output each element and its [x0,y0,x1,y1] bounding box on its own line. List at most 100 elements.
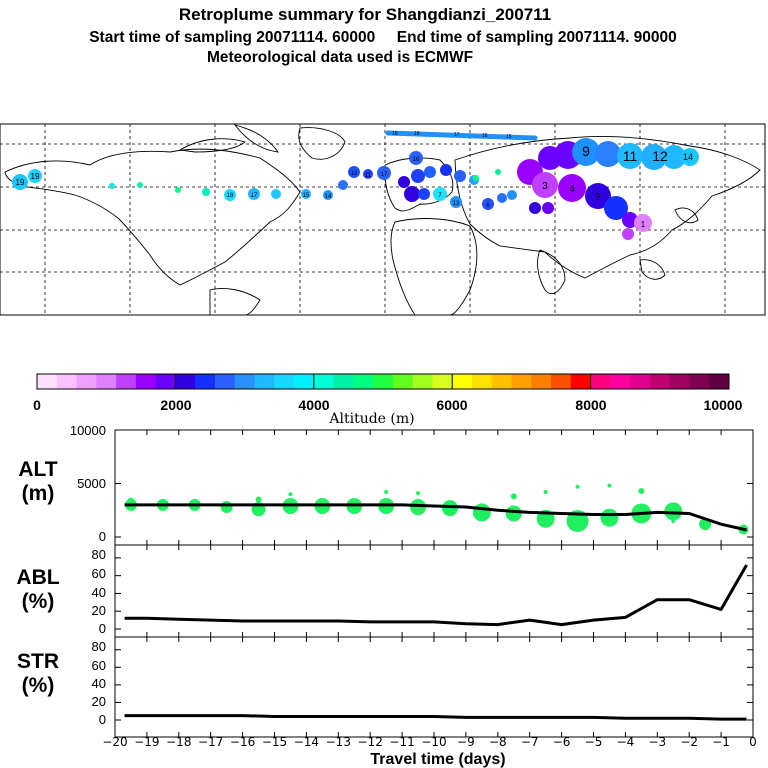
panels-frame [114,429,754,738]
plume-day-label: 17 [251,193,258,199]
colorbar-cell [709,374,730,389]
alt-cluster-point [127,497,134,504]
colorbar-frame [36,373,730,390]
plume-day-label: 3 [542,181,548,192]
plume-marker [202,188,210,196]
map-panel: 19 18 17 16 15 [0,123,766,316]
alt-series-line [124,503,747,532]
plume-marker [248,188,260,200]
colorbar-cell [471,374,493,389]
plume-marker [323,190,333,200]
abl-ytick: 40 [92,585,106,600]
alt-cluster-points [124,483,749,535]
str-ytick: 0 [99,712,106,727]
plume-marker [28,169,42,183]
str-ytick: 40 [92,676,106,691]
colorbar-cell [373,374,394,389]
plume-marker [495,169,501,175]
abl-yticks: 80 60 40 20 0 [92,547,106,636]
x-tick-label: −7 [521,735,539,749]
alt-cluster-point [384,490,389,495]
plume-marker [473,175,479,181]
colorbar-cell [531,374,552,389]
plume-marker [137,182,143,188]
plume-day-label: 9 [582,143,590,159]
alt-cluster-point [510,493,517,500]
plume-marker [572,138,600,166]
plume-marker [224,189,236,201]
colorbar-cell [116,374,137,389]
abl-panel-label: ABL [16,566,59,589]
x-tick-label: −19 [134,735,159,749]
colorbar-cell [630,374,651,389]
plume-day-label: 14 [683,152,693,162]
abl-ytick: 0 [99,621,106,636]
plume-marker [681,148,699,166]
plume-day-label: 18 [227,193,234,199]
plume-marker [454,170,466,182]
colorbar-tick: 2000 [160,397,191,413]
colorbar-cell [649,374,670,389]
plume-day-label: 7 [438,193,442,199]
colorbar-cell [76,374,97,389]
plume-marker [622,228,634,240]
alt-ytick: 0 [99,529,106,544]
plume-marker [617,143,643,169]
colorbar-tick: 0 [33,397,41,413]
plume-marker [109,183,115,189]
alt-cluster-point [288,492,293,497]
colorbar-tick: 8000 [575,397,606,413]
plume-marker [641,144,667,170]
colorbar-cell [214,374,236,389]
plume-marker [604,196,628,220]
x-axis-label: Travel time (days) [370,751,505,768]
colorbar-cell [175,374,196,389]
x-tick-label: −20 [102,735,127,749]
plume-marker [348,166,360,178]
alt-cluster-point [671,518,676,523]
plume-marker [529,202,541,214]
plume-day-label: 15 [303,193,310,199]
colorbar-cell [432,374,453,389]
alt-cluster-point [416,491,421,496]
plume-day-label: 19 [31,172,40,181]
str-yticks: 80 60 40 20 0 [92,639,106,727]
colorbar-cell [392,374,413,389]
colorbar-cell [254,374,275,389]
x-tick-label: −4 [617,735,635,749]
plume-marker [662,145,686,169]
plume-day-label: 4 [569,184,575,195]
x-tick-label: −1 [712,735,730,749]
series-lines [124,503,748,721]
colorbar-cell [333,374,354,389]
alt-panel-label: ALT [18,458,57,481]
colorbar-tick: 10000 [704,397,743,413]
colorbar-label: Altitude (m) [328,411,414,427]
colorbar-cell [570,374,591,389]
plume-marker [542,202,554,214]
colorbar-cell [412,374,433,389]
colorbar-cell [551,374,572,389]
str-series-line [124,714,747,721]
alt-cluster-point [600,508,619,527]
plume-day-label: 11 [623,148,638,164]
plume-day-label: 14 [325,194,332,200]
colorbar-cell [195,374,216,389]
plume-marker [558,174,586,202]
colorbar-cell [669,374,690,389]
plume-marker [634,214,652,232]
meteo-source: Meteorological data used is ECMWF [207,49,473,66]
trajectory-streak: 19 18 17 16 15 [385,130,538,141]
streak-label: 18 [414,131,420,137]
streak-label: 19 [392,131,398,137]
plume-marker [12,174,28,190]
alt-cluster-point [472,503,491,522]
colorbar-cell [234,374,255,389]
plume-marker [440,164,452,176]
plume-day-label: 11 [365,173,372,179]
colorbar-cell [135,374,156,389]
colorbar-tick: 6000 [436,397,467,413]
sampling-times: Start time of sampling 20071114. 60000 E… [89,29,677,46]
plume-marker [424,166,436,178]
